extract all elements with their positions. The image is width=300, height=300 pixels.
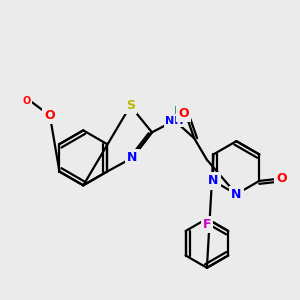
Text: O: O — [277, 172, 287, 185]
Text: O: O — [45, 109, 55, 122]
Text: O: O — [22, 96, 30, 106]
Text: NH: NH — [165, 116, 184, 126]
Text: O: O — [178, 107, 189, 120]
Text: N: N — [231, 188, 242, 201]
Text: N: N — [208, 174, 219, 188]
Text: N: N — [127, 152, 137, 164]
Text: O: O — [45, 109, 55, 122]
Text: F: F — [203, 218, 211, 231]
Text: S: S — [126, 99, 135, 112]
Text: H: H — [174, 106, 183, 116]
